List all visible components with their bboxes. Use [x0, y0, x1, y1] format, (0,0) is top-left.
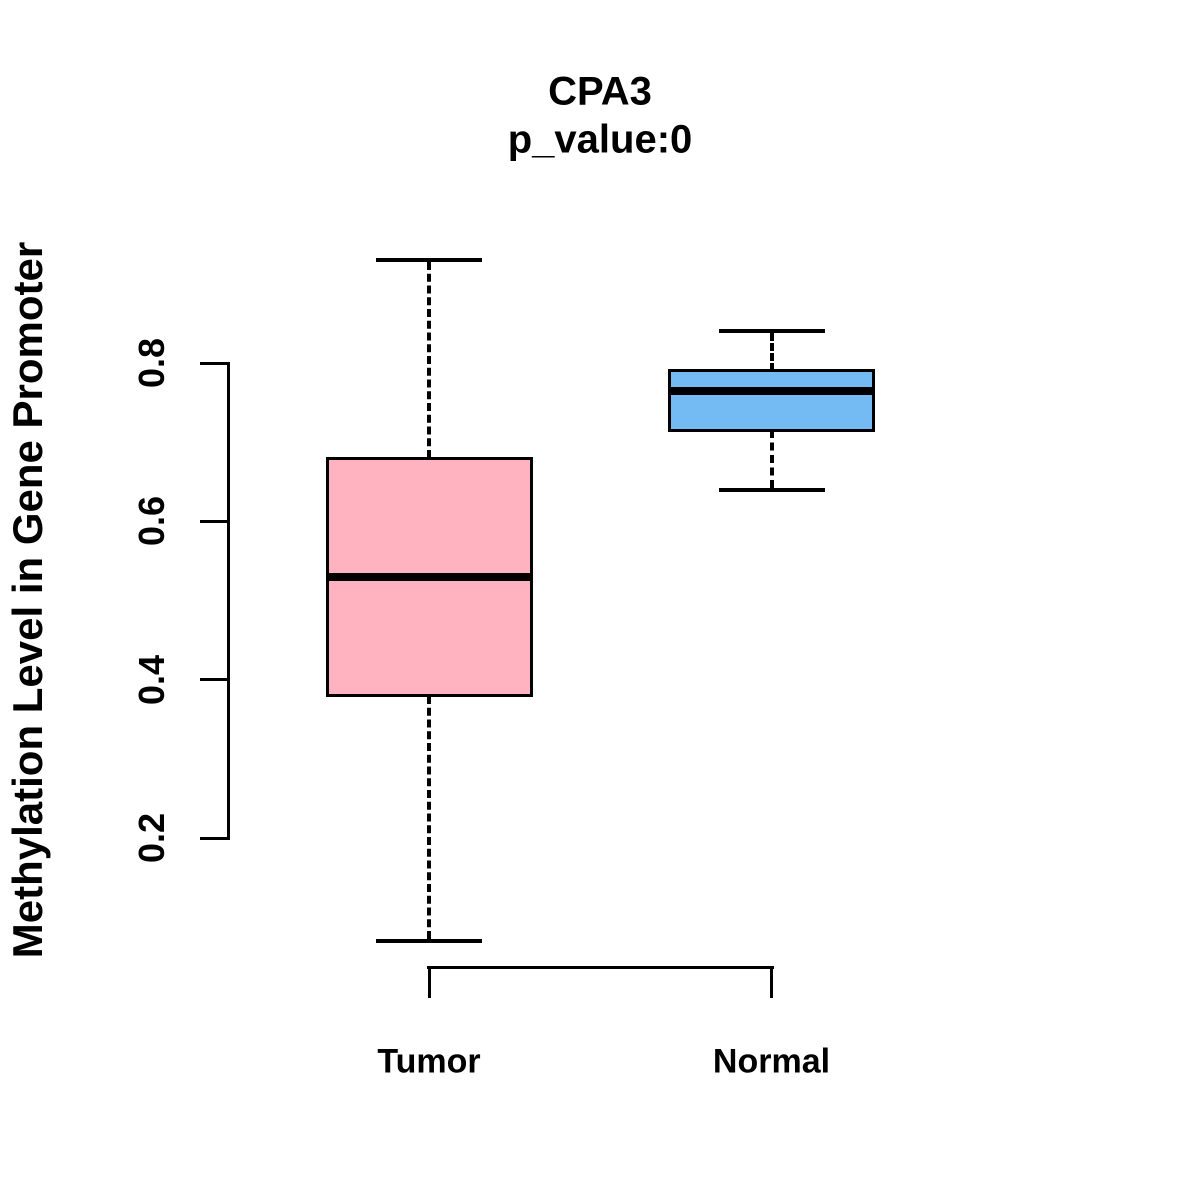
chart-subtitle: p_value:0 — [507, 117, 693, 162]
median-line — [325, 572, 533, 581]
whisker-cap-lower — [376, 938, 482, 943]
y-axis-tick — [200, 361, 227, 365]
x-axis-line — [427, 966, 774, 969]
x-axis-label: Tumor — [377, 1042, 481, 1081]
whisker-upper — [427, 262, 431, 458]
whisker-lower — [769, 430, 774, 488]
y-axis-tick-label: 0.2 — [131, 812, 172, 864]
y-axis-line — [227, 361, 230, 840]
whisker-cap-lower — [718, 487, 825, 492]
x-axis-tick — [770, 968, 773, 998]
y-axis-tick — [200, 519, 227, 523]
y-axis-tick-label: 0.8 — [131, 337, 172, 389]
chart-title: CPA3 — [548, 69, 652, 114]
whisker-upper — [769, 333, 774, 371]
median-line — [668, 386, 875, 395]
whisker-cap-upper — [376, 258, 482, 263]
x-axis-tick — [427, 968, 431, 998]
y-axis-tick — [200, 678, 227, 682]
x-axis-label: Normal — [712, 1042, 831, 1081]
y-axis-tick — [200, 836, 227, 840]
box-normal — [668, 369, 875, 432]
whisker-lower — [427, 695, 431, 939]
y-axis-tick-label: 0.6 — [131, 496, 172, 547]
y-axis-tick-label: 0.4 — [131, 654, 172, 705]
whisker-cap-upper — [718, 329, 825, 334]
